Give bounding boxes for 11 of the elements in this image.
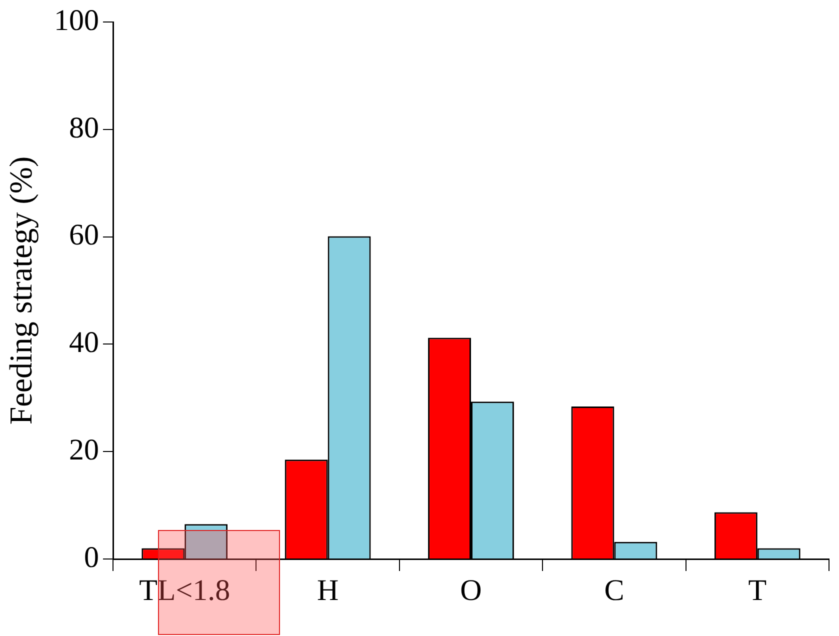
x-tick-label: C: [604, 574, 624, 607]
y-axis-title: Feeding strategy (%): [2, 156, 39, 425]
y-tick-label: 0: [84, 540, 99, 574]
x-tick-label: H: [316, 574, 339, 607]
x-tick-label: O: [460, 574, 482, 607]
y-tick-label: 20: [69, 433, 99, 466]
y-tick-label: 60: [69, 218, 99, 252]
y-tick-label: 40: [69, 326, 99, 360]
x-tick-label: T: [748, 574, 767, 607]
y-tick-label: 100: [54, 4, 99, 37]
y-tick-label: 80: [69, 111, 99, 144]
